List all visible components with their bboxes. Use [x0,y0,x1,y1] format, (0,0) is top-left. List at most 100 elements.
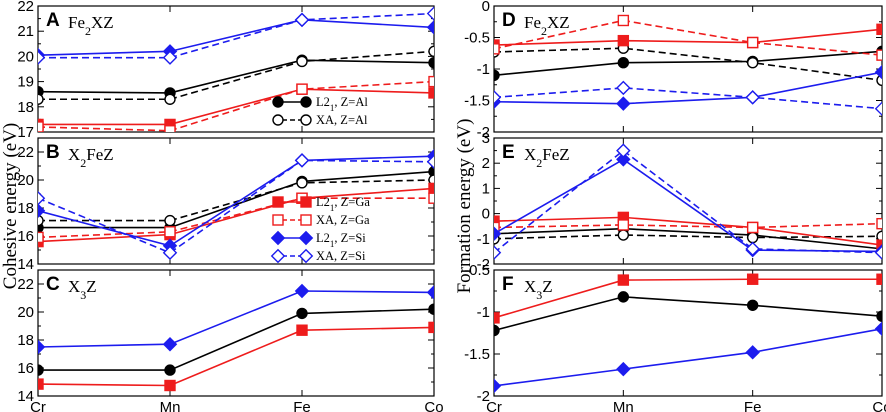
data-point [38,203,46,219]
panel-b: 14 16 18 20 22 B X2FeZ [17,137,435,273]
ytick-label: -1.5 [464,93,490,110]
xtick-label: Fe [293,399,311,412]
ytick-label: 0 [482,206,490,223]
legend-marker [298,230,314,246]
data-point [876,49,882,61]
legend-marker [270,248,286,264]
data-point [494,215,500,227]
panel-title: X2FeZ [68,145,114,170]
data-point [164,226,176,238]
data-point [494,221,500,234]
data-point [162,50,178,65]
series-l21-z-al [494,223,882,255]
series-line [38,187,434,243]
data-point [38,339,46,355]
data-point [294,12,310,28]
legend-marker [300,96,312,108]
ytick-label: 14 [17,388,34,405]
legend-marker [272,114,284,126]
series-line [494,278,882,319]
ytick-label: 16 [17,360,34,377]
panel-title: Fe2XZ [524,13,570,38]
panel-letter: D [502,10,516,31]
data-point [296,324,308,336]
plot-area-c [38,283,434,392]
ytick-label: -0.5 [464,262,490,279]
data-point [616,96,631,111]
plot-area-f [494,273,882,394]
series-line [494,227,882,250]
data-point [164,93,176,105]
series-line [494,296,882,332]
panel-title: X2FeZ [524,145,570,170]
legend-marker [300,214,312,226]
data-point [876,310,882,322]
ytick-label: 20 [17,304,34,321]
panel-letter: B [46,142,60,163]
ytick-label: 0 [482,0,490,15]
legend-label: L21, Z=Ga [316,195,370,213]
data-point [617,291,630,303]
data-point [38,364,44,376]
panel-letter: F [502,274,514,295]
panel-e: -2 -1 0 1 2 3E X2FeZ [477,130,883,273]
xtick-label: Mn [160,399,181,412]
series-line [494,222,882,229]
ytick-label: 20 [17,48,34,65]
series-line [494,19,882,56]
data-point [876,23,882,36]
series-z-ga [494,273,882,324]
data-point [428,87,434,99]
series-line [38,80,434,132]
data-point [38,93,44,105]
data-point [428,192,434,204]
ytick-label: 22 [17,276,34,293]
series-line [38,88,434,126]
data-point [428,321,434,334]
data-point [494,90,502,105]
data-point [294,283,310,299]
ytick-label: -1 [477,231,490,248]
data-point [874,321,882,337]
data-point [428,165,434,178]
series-line [494,28,882,46]
data-point [428,303,434,315]
plot-area-d [494,14,882,116]
data-point [494,69,500,81]
data-point [296,55,308,68]
data-point [617,229,630,241]
xtick-label: Cr [486,399,502,412]
ytick-label: 1 [482,180,490,197]
xtick-label: Co [424,399,443,412]
ytick-label: 3 [482,130,490,147]
ytick-label: -2 [477,388,490,405]
series-xa-z-si [38,153,434,261]
legend-marker [272,214,284,226]
series-line [38,155,434,247]
data-point [428,182,434,195]
series-xa-z-ga [494,217,882,234]
series-xa-z-al [38,45,434,105]
ylabel-formation-energy: Formation energy (eV) [454,119,475,294]
series-xa-z-ga [494,14,882,61]
panel-letter: A [46,10,60,31]
data-point [164,125,176,132]
ytick-label: -0.5 [464,30,490,47]
data-point [876,230,882,242]
data-point [874,245,882,260]
legend-marker [270,230,286,246]
data-point [745,345,760,360]
data-point [426,285,434,300]
data-point [426,154,434,170]
ytick-label: 18 [17,332,34,349]
series-line [494,47,882,82]
series-xa-z-ga [38,75,434,132]
series-line [38,59,434,94]
legend-label: L21, Z=Al [316,95,368,113]
data-point [746,221,759,234]
plot-area-b [38,148,434,261]
panel-letter: C [46,274,60,295]
series-line [494,50,882,77]
series-line [38,159,434,254]
ytick-label: 18 [17,200,34,217]
